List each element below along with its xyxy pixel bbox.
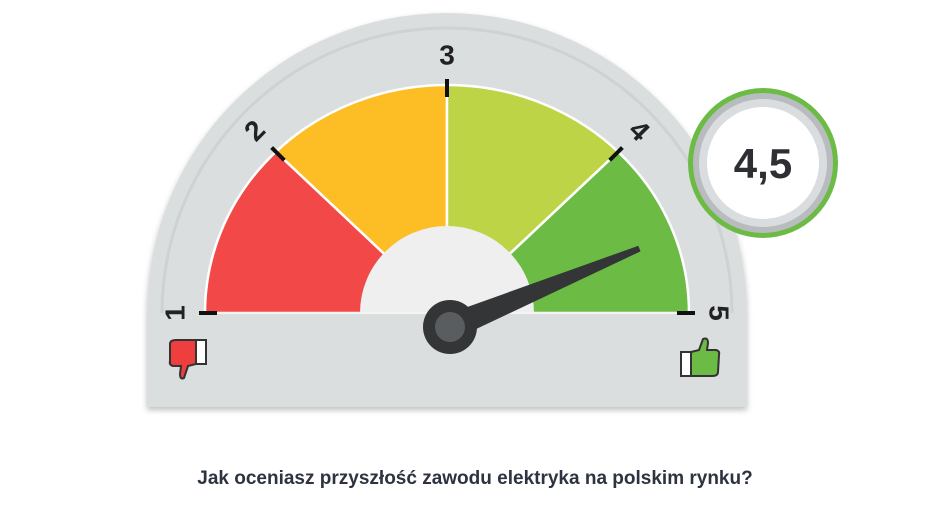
needle-hub-cap — [435, 312, 465, 342]
value-badge: 4,5 — [688, 88, 838, 238]
tick-mark-4 — [608, 146, 624, 162]
needle-pointer — [445, 245, 641, 340]
thumbs-down-icon — [168, 339, 207, 380]
tick-label-1: 1 — [160, 305, 191, 321]
tick-label-3: 3 — [439, 40, 455, 71]
tick-label-5: 5 — [704, 305, 735, 321]
value-label: 4,5 — [734, 140, 792, 187]
gauge-ticks — [199, 79, 695, 315]
question-title: Jak oceniasz przyszłość zawodu elektryka… — [197, 468, 753, 489]
thumbs-up-icon — [680, 337, 721, 377]
gauge-needle — [423, 245, 641, 354]
tick-mark-2 — [270, 146, 286, 162]
